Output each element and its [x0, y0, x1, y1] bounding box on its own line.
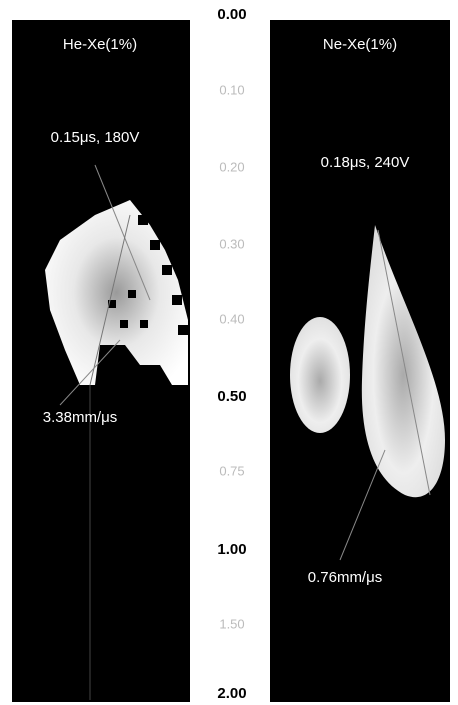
right-panel: Ne-Xe(1%) 0.18μs, 240V 0.76mm/μs [270, 20, 450, 702]
panel-title: Ne-Xe(1%) [323, 36, 397, 53]
scale-label: 0.30 [219, 236, 244, 251]
jagged-edge [108, 215, 188, 335]
pointer [339, 449, 386, 561]
pointer [94, 164, 151, 301]
scale-label: 0.75 [219, 463, 244, 478]
time-scale: 0.00 0.10 0.20 0.30 0.40 0.50 0.75 1.00 … [217, 6, 246, 702]
front-line [377, 229, 431, 496]
pointer [59, 339, 121, 406]
left-panel: He-Xe(1%) 0.15μs, 180V 3.38mm/μs [12, 20, 190, 702]
panel-title: He-Xe(1%) [63, 36, 137, 53]
scale-label: 1.00 [217, 541, 246, 558]
scale-label: 0.00 [217, 6, 246, 23]
discharge-glow [290, 317, 350, 433]
scale-label: 1.50 [219, 616, 244, 631]
scale-label: 0.10 [219, 82, 244, 97]
scale-label: 0.40 [219, 311, 244, 326]
front-line [89, 214, 131, 386]
annotation: 3.38mm/μs [43, 409, 118, 426]
annotation: 0.76mm/μs [308, 569, 383, 586]
scale-label: 0.50 [217, 388, 246, 405]
scale-label: 2.00 [217, 685, 246, 702]
annotation: 0.18μs, 240V [321, 154, 410, 171]
annotation: 0.15μs, 180V [51, 129, 140, 146]
scale-label: 0.20 [219, 159, 244, 174]
